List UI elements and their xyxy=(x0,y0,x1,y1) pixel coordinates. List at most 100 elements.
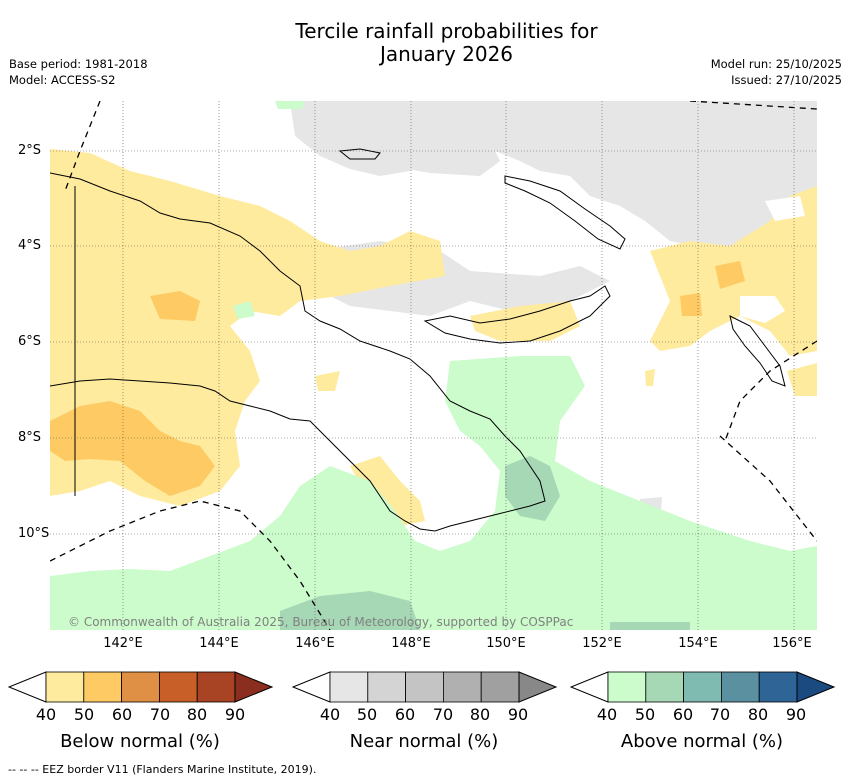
colorbar-segment xyxy=(683,671,722,703)
meta-right: Model run: 25/10/2025 Issued: 27/10/2025 xyxy=(711,56,842,88)
bougainville-coastline xyxy=(729,315,786,387)
colorbar-right-extension xyxy=(796,671,836,703)
below-normal-region xyxy=(315,371,340,391)
below-normal-region xyxy=(470,301,580,341)
cb-tick: 80 xyxy=(747,705,769,724)
eez-border xyxy=(64,101,101,192)
title-line-2: January 2026 xyxy=(379,42,514,66)
colorbar-segment xyxy=(329,671,369,703)
cb-tick: 90 xyxy=(224,705,246,724)
lon-label-156e: 156°E xyxy=(772,636,812,651)
below-normal-50-region xyxy=(50,401,215,496)
lat-label-10s: 10°S xyxy=(18,526,50,541)
colorbar-left-extension xyxy=(7,671,47,703)
above-normal-region xyxy=(50,356,817,630)
colorbar-segment xyxy=(367,671,406,703)
colorbar-segment xyxy=(121,671,160,703)
manus-coastline xyxy=(338,148,381,160)
lon-label-144e: 144°E xyxy=(199,636,239,651)
cb-tick: 50 xyxy=(73,705,95,724)
above-normal-colorbar xyxy=(569,671,836,703)
colorbar-segment xyxy=(442,671,482,703)
cb-tick: 60 xyxy=(111,705,133,724)
cb-tick: 40 xyxy=(319,705,341,724)
near-normal-region xyxy=(290,101,817,251)
colorbar-right-extension xyxy=(518,671,558,703)
colorbar-right-extension xyxy=(234,671,274,703)
eez-border xyxy=(719,435,817,542)
lon-label-146e: 146°E xyxy=(295,636,335,651)
colorbar-segment xyxy=(607,671,647,703)
colorbar-segment xyxy=(480,671,520,703)
cb-tick: 60 xyxy=(672,705,694,724)
lon-label-154e: 154°E xyxy=(678,636,718,651)
title-line-1: Tercile rainfall probabilities for xyxy=(295,19,598,43)
below-normal-label: Below normal (%) xyxy=(60,731,220,752)
new-guinea-coastline xyxy=(50,172,546,532)
below-normal-50-region xyxy=(680,293,702,316)
near-normal-label: Near normal (%) xyxy=(349,731,499,752)
colorbar-left-extension xyxy=(569,671,609,703)
below-normal-50-region xyxy=(150,291,200,321)
cb-tick: 90 xyxy=(507,705,529,724)
cb-tick: 40 xyxy=(35,705,57,724)
above-normal-50-region xyxy=(505,456,560,521)
lat-label-8s: 8°S xyxy=(18,430,42,445)
coastlines xyxy=(50,148,786,532)
cb-tick: 70 xyxy=(432,705,454,724)
above-normal-50-region xyxy=(610,622,690,630)
rainfall-map: © Commonwealth of Australia 2025, Bureau… xyxy=(50,101,817,630)
cb-tick: 60 xyxy=(394,705,416,724)
lon-label-148e: 148°E xyxy=(391,636,431,651)
chart-title: Tercile rainfall probabilities for Janua… xyxy=(0,20,850,66)
below-normal-region xyxy=(350,456,425,526)
copyright-notice: © Commonwealth of Australia 2025, Bureau… xyxy=(68,615,573,629)
lon-label-142e: 142°E xyxy=(103,636,143,651)
cb-tick: 40 xyxy=(596,705,618,724)
near-normal-colorbar xyxy=(291,671,558,703)
lat-label-2s: 2°S xyxy=(18,143,42,158)
eez-footnote: -- -- -- EEZ border V11 (Flanders Marine… xyxy=(8,763,317,776)
below-normal-50-region xyxy=(715,261,745,289)
colorbar-segment xyxy=(405,671,444,703)
lat-label-6s: 6°S xyxy=(18,334,42,349)
colorbar-segment xyxy=(196,671,236,703)
new-ireland-coastline xyxy=(504,175,626,250)
colorbar-segment xyxy=(158,671,198,703)
near-normal-region xyxy=(380,141,500,176)
below-normal-region xyxy=(645,369,655,386)
lon-label-152e: 152°E xyxy=(582,636,622,651)
eez-border xyxy=(50,500,331,630)
colorbars xyxy=(7,671,836,703)
above-normal-region xyxy=(275,101,305,109)
model-run: Model run: 25/10/2025 xyxy=(710,57,842,71)
eez-borders xyxy=(50,101,817,630)
no-dominant-category-areas xyxy=(740,196,805,323)
model-name: Model: ACCESS-S2 xyxy=(9,73,116,87)
above-normal-label: Above normal (%) xyxy=(620,731,784,752)
graticule xyxy=(50,101,817,630)
cb-tick: 70 xyxy=(149,705,171,724)
colorbar-segment xyxy=(758,671,798,703)
lat-label-4s: 4°S xyxy=(18,238,42,253)
lon-label-150e: 150°E xyxy=(486,636,526,651)
below-normal-region xyxy=(787,363,817,396)
cb-tick: 50 xyxy=(356,705,378,724)
cb-tick: 80 xyxy=(469,705,491,724)
below-normal-region xyxy=(50,149,445,506)
new-britain-coastline xyxy=(423,285,611,344)
colorbar-segment xyxy=(645,671,684,703)
no-dominant-area xyxy=(765,196,805,221)
below-normal-colorbar xyxy=(7,671,274,703)
eez-border xyxy=(724,340,817,442)
cb-tick: 70 xyxy=(709,705,731,724)
colorbar-segment xyxy=(45,671,85,703)
cb-tick: 90 xyxy=(785,705,807,724)
colorbar-segment xyxy=(721,671,760,703)
meta-left: Base period: 1981-2018 Model: ACCESS-S2 xyxy=(9,56,148,88)
no-dominant-area xyxy=(740,296,785,323)
above-normal-region xyxy=(233,301,255,319)
cb-tick: 50 xyxy=(634,705,656,724)
issued-date: Issued: 27/10/2025 xyxy=(731,73,842,87)
base-period: Base period: 1981-2018 xyxy=(9,57,148,71)
